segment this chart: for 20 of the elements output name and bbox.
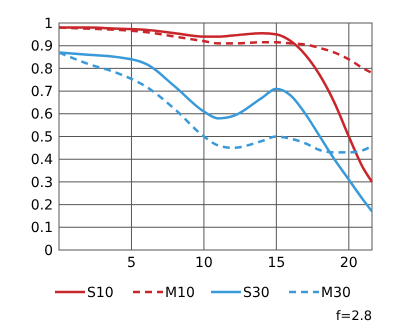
y-tick-label: 0.5 (30, 129, 53, 146)
legend-label: M10 (165, 284, 195, 301)
text: f=2.8 (336, 309, 372, 324)
y-tick-label: 0.7 (30, 84, 53, 100)
x-tick-label: 5 (126, 255, 136, 271)
legend-label: S30 (243, 284, 270, 301)
y-tick-label: 0.8 (30, 61, 53, 78)
y-tick-label: 0.9 (30, 38, 53, 55)
y-tick-label: 0.6 (30, 106, 54, 123)
y-tick-label: 0.4 (30, 152, 54, 168)
y-tick-label: 0.1 (30, 220, 53, 236)
x-tick-label: 20 (340, 255, 358, 271)
y-tick-label: 0.2 (30, 198, 53, 214)
legend-label: S10 (87, 284, 114, 301)
y-tick-label: 0.3 (30, 174, 53, 191)
y-tick-label: 1 (44, 16, 53, 32)
x-tick-label: 10 (194, 255, 213, 271)
legend-label: M30 (321, 284, 351, 301)
x-tick-label: 15 (267, 255, 286, 271)
y-tick-label: 0 (44, 242, 53, 259)
